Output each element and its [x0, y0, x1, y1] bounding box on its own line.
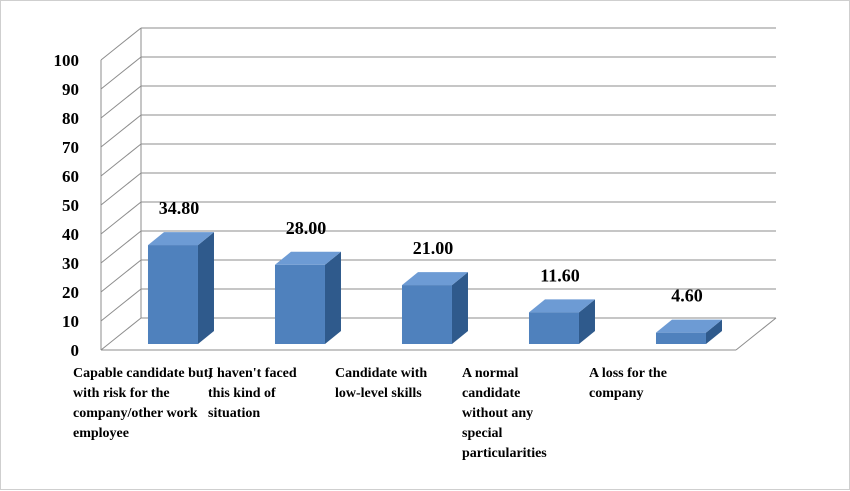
- data-labels: 34.80 28.00 21.00 11.60 4.60: [159, 198, 703, 306]
- bar-side: [324, 251, 341, 344]
- gridline-side: [100, 114, 142, 148]
- bar-front: [655, 332, 706, 344]
- x-category-label: A normal candidate without any special p…: [462, 366, 547, 461]
- gridline-side: [100, 27, 142, 61]
- gridline-side: [100, 201, 142, 235]
- data-label: 28.00: [286, 218, 327, 238]
- data-label: 21.00: [413, 238, 454, 258]
- bar: [655, 319, 722, 344]
- y-tick-label: 50: [62, 196, 79, 215]
- x-category-label: Candidate with low-level skills: [335, 366, 428, 401]
- bar-front: [401, 285, 452, 344]
- x-category-label: I haven't faced this kind of situation: [208, 366, 297, 421]
- gridline-side: [100, 259, 142, 293]
- y-tick-label: 30: [62, 254, 79, 273]
- bar-top: [528, 299, 595, 313]
- bar-side: [705, 319, 722, 344]
- bar: [147, 232, 214, 344]
- y-axis-ticks: 0 10 20 30 40 50 60 70 80 90 100: [54, 51, 80, 360]
- y-tick-label: 100: [54, 51, 80, 70]
- bar-front: [274, 264, 325, 344]
- x-category-label: A loss for the company: [589, 366, 667, 401]
- bar-front: [147, 245, 198, 344]
- gridlines: [100, 27, 777, 351]
- y-tick-label: 60: [62, 167, 79, 186]
- gridline-side: [100, 143, 142, 177]
- bars: [147, 232, 722, 344]
- y-tick-label: 40: [62, 225, 79, 244]
- gridline-side: [100, 172, 142, 206]
- bar: [528, 299, 595, 344]
- y-tick-label: 70: [62, 138, 79, 157]
- y-tick-label: 80: [62, 109, 79, 128]
- gridline-side: [100, 56, 142, 90]
- floor-edge: [735, 317, 777, 351]
- data-label: 34.80: [159, 198, 200, 218]
- bar-top: [274, 251, 341, 265]
- gridline-side: [100, 85, 142, 119]
- gridline-side: [100, 288, 142, 322]
- bar-front: [528, 312, 579, 344]
- data-label: 11.60: [540, 265, 580, 285]
- bar-top: [401, 272, 468, 286]
- data-label: 4.60: [671, 286, 703, 306]
- bar: [401, 272, 468, 344]
- y-tick-label: 90: [62, 80, 79, 99]
- x-category-label: Capable candidate but, with risk for the…: [73, 366, 212, 441]
- gridline-side: [100, 230, 142, 264]
- bar-side: [578, 299, 595, 344]
- bar-side: [197, 232, 214, 344]
- y-tick-label: 0: [71, 341, 80, 360]
- bar: [274, 251, 341, 344]
- bar-top: [655, 319, 722, 333]
- y-tick-label: 20: [62, 283, 79, 302]
- gridline-side: [100, 317, 142, 351]
- bar-top: [147, 232, 214, 246]
- y-tick-label: 10: [62, 312, 79, 331]
- bar-side: [451, 272, 468, 344]
